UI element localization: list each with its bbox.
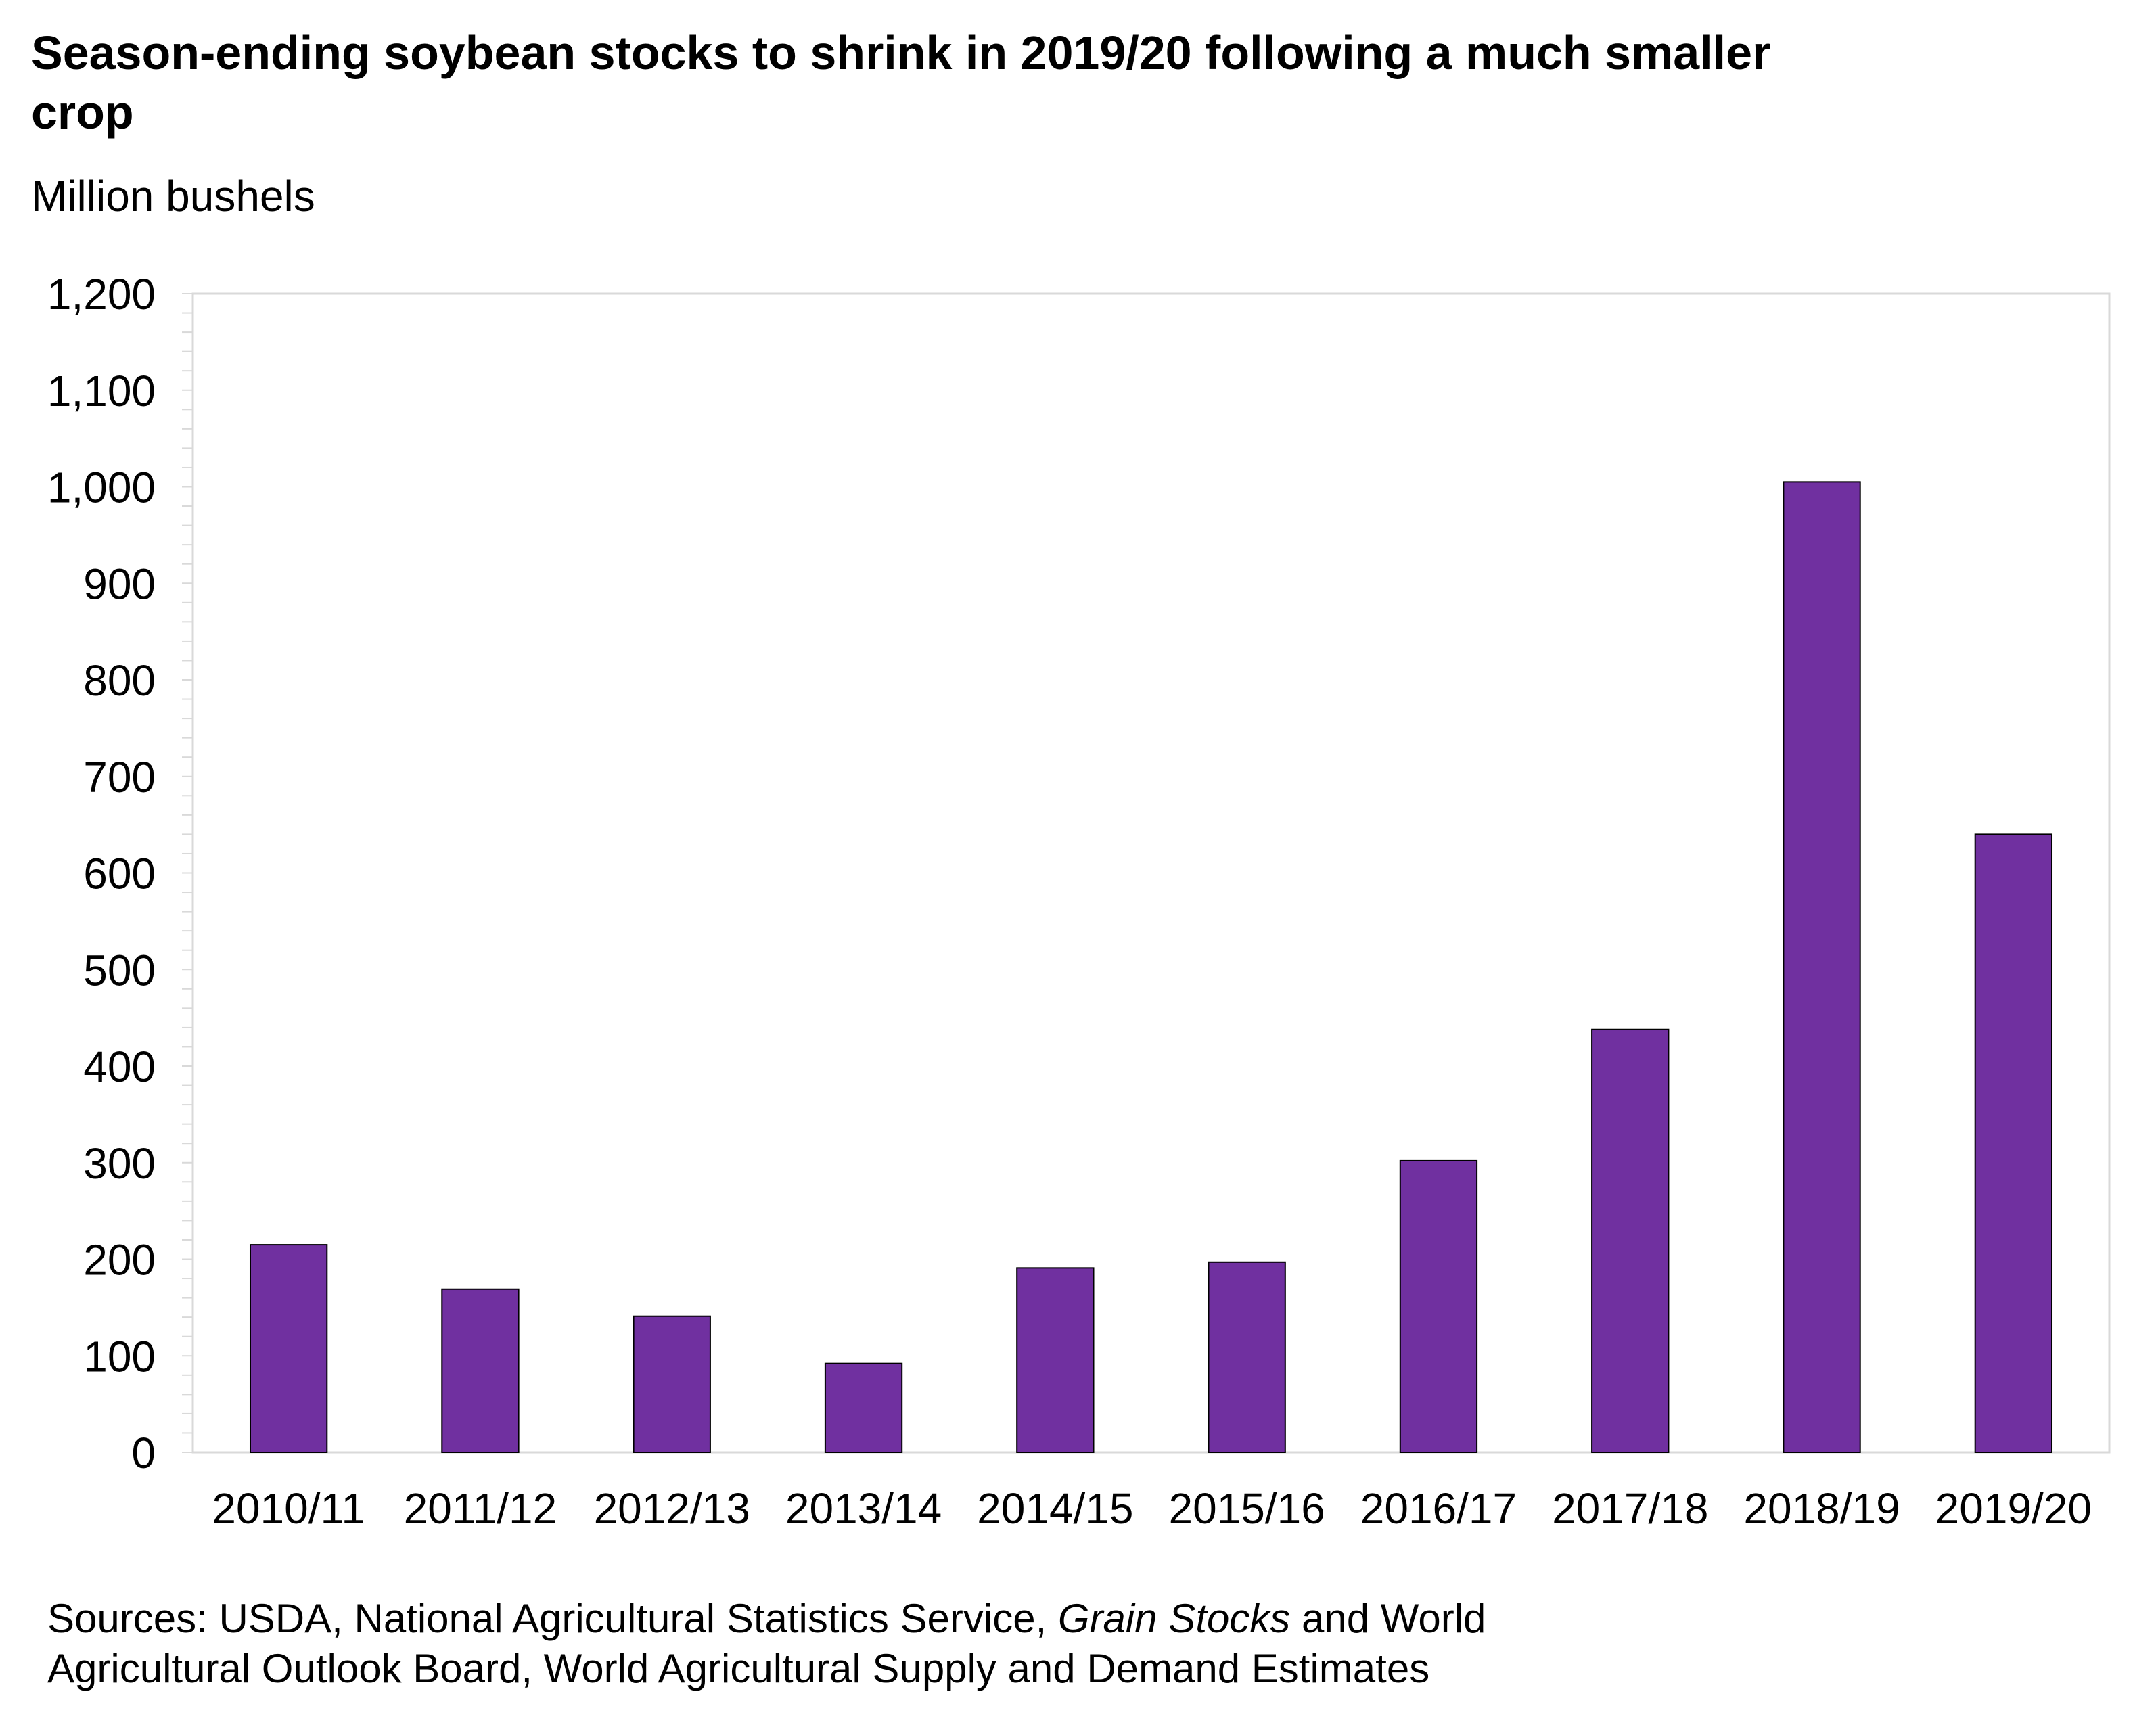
bar-2018-19 bbox=[1783, 481, 1861, 1453]
source-line-2: Agricultural Outlook Board, World Agricu… bbox=[47, 1646, 1430, 1691]
y-tick-label: 200 bbox=[83, 1236, 156, 1285]
y-tick-label: 600 bbox=[83, 850, 156, 898]
y-axis-minor-ticks bbox=[182, 293, 193, 1453]
y-tick-label: 900 bbox=[83, 559, 156, 608]
y-axis-tick-labels: 0 100 200 300 400 500 600 700 800 900 1,000 1,100 1,… bbox=[47, 270, 156, 1477]
y-tick-label: 400 bbox=[83, 1042, 156, 1091]
bar-2012-13 bbox=[633, 1315, 711, 1454]
x-tick-label: 2017/18 bbox=[1552, 1484, 1708, 1533]
y-tick-label: 700 bbox=[83, 753, 156, 802]
source-note: Sources: USDA, National Agricultural Sta… bbox=[47, 1594, 2077, 1694]
y-tick-label: 500 bbox=[83, 946, 156, 994]
chart-title: Season-ending soybean stocks to shrink i… bbox=[31, 26, 1771, 139]
bar-2011-12 bbox=[441, 1288, 520, 1453]
y-tick-label: 800 bbox=[83, 656, 156, 705]
y-tick-label: 1,100 bbox=[47, 367, 156, 415]
source-prefix: Sources: USDA, National Agricultural Sta… bbox=[47, 1596, 1058, 1641]
x-tick-label: 2015/16 bbox=[1168, 1484, 1325, 1533]
bar-2019-20 bbox=[1974, 833, 2053, 1453]
y-tick-label: 0 bbox=[131, 1429, 156, 1477]
y-tick-label: 1,200 bbox=[47, 270, 156, 319]
x-tick-label: 2013/14 bbox=[785, 1484, 942, 1533]
source-publication: Grain Stocks bbox=[1057, 1596, 1291, 1641]
bar-2010-11 bbox=[249, 1244, 328, 1454]
x-tick-label: 2016/17 bbox=[1360, 1484, 1517, 1533]
y-axis-label: Million bushels bbox=[31, 172, 315, 221]
y-tick-label: 100 bbox=[83, 1332, 156, 1381]
bar-2014-15 bbox=[1016, 1267, 1095, 1454]
bar-2016-17 bbox=[1399, 1159, 1478, 1454]
source-line-1: Sources: USDA, National Agricultural Sta… bbox=[47, 1594, 2077, 1644]
x-tick-label: 2019/20 bbox=[1935, 1484, 2092, 1533]
x-tick-label: 2014/15 bbox=[977, 1484, 1133, 1533]
x-axis-tick-labels: 2010/11 2011/12 2012/13 2013/14 2014/15 2015/… bbox=[212, 1484, 2092, 1533]
y-tick-label: 1,000 bbox=[47, 463, 156, 512]
x-tick-label: 2018/19 bbox=[1743, 1484, 1900, 1533]
source-suffix: and World bbox=[1290, 1596, 1486, 1641]
x-tick-label: 2012/13 bbox=[594, 1484, 750, 1533]
bar-2013-14 bbox=[824, 1362, 903, 1454]
x-tick-label: 2010/11 bbox=[212, 1484, 365, 1533]
bar-2015-16 bbox=[1208, 1261, 1286, 1453]
bar-2017-18 bbox=[1591, 1028, 1670, 1453]
x-tick-label: 2011/12 bbox=[404, 1484, 557, 1533]
bars bbox=[249, 481, 2053, 1454]
y-tick-label: 300 bbox=[83, 1139, 156, 1188]
